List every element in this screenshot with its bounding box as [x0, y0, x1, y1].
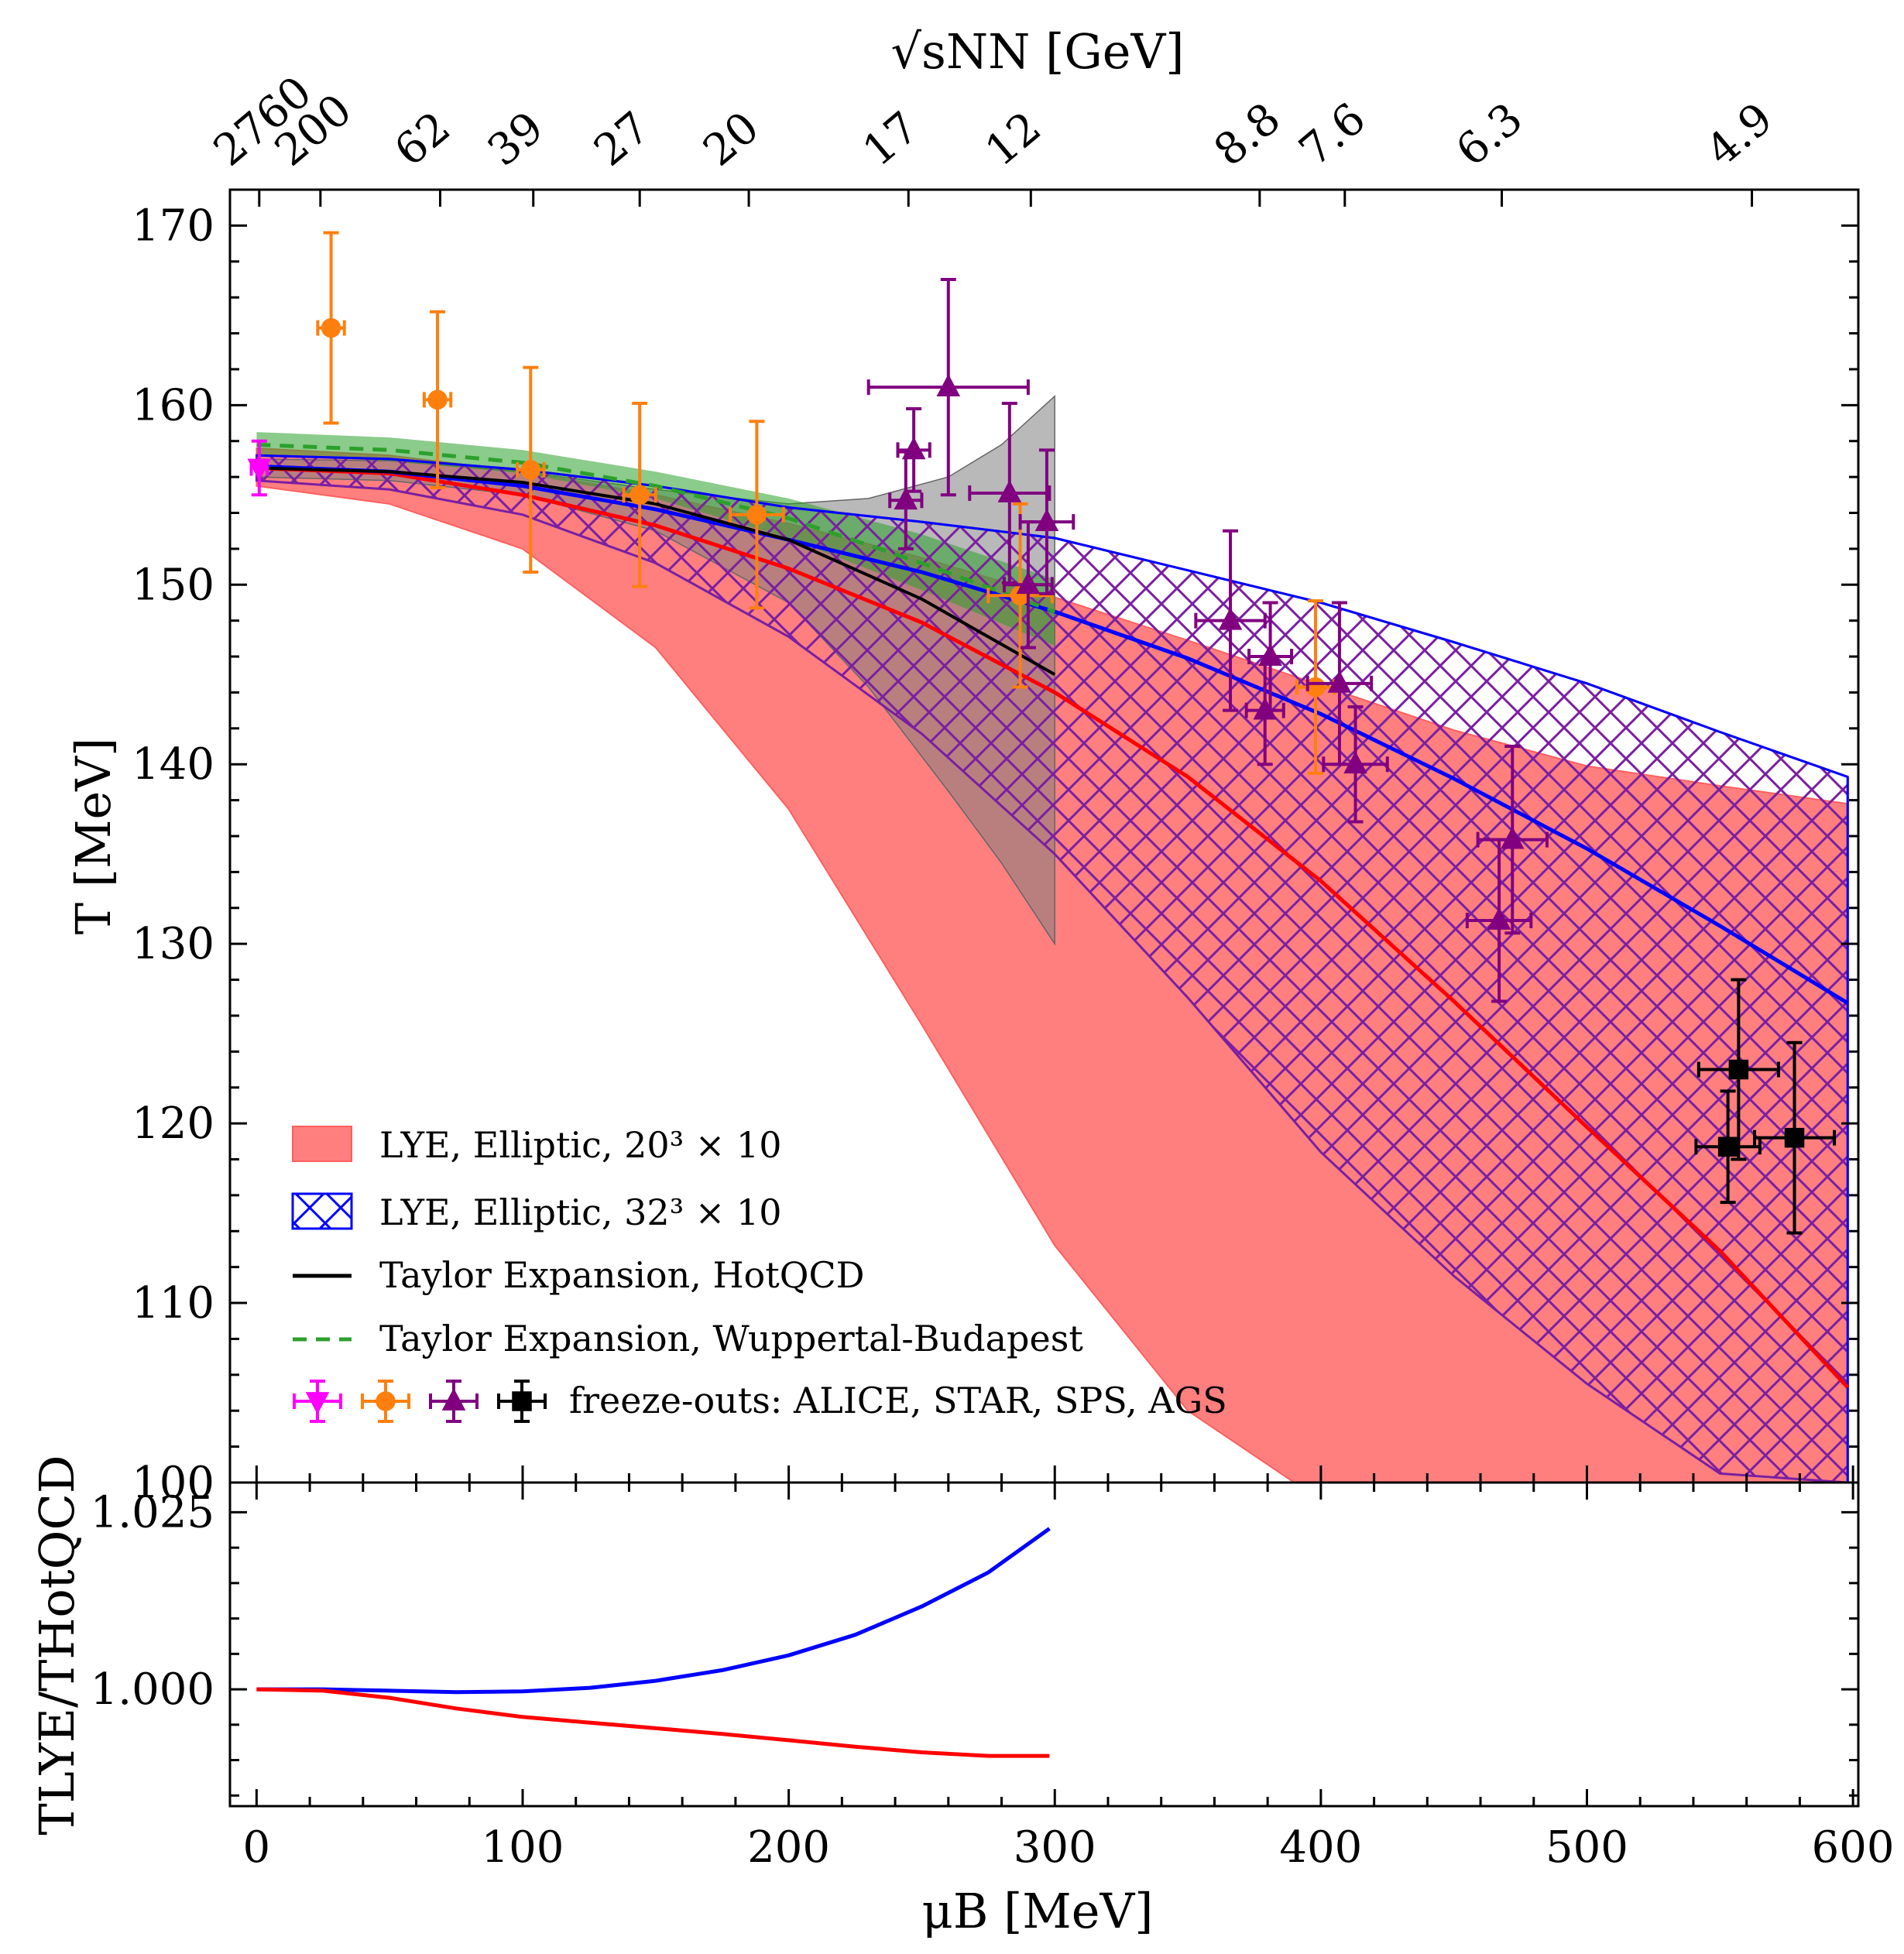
top-tick-label: 39 [479, 102, 553, 177]
freezeout-alice-0 [247, 458, 272, 482]
top-tick-label: 20 [694, 102, 768, 177]
ratio-line-20-cubed [256, 1687, 1050, 1758]
top-tick-label: 27 [585, 102, 659, 177]
line-20-cubed-central [256, 466, 1850, 1389]
freezeout-star-4 [746, 505, 767, 525]
legend-label-freezeouts: freeze-outs: ALICE, STAR, SPS, AGS [569, 1380, 1227, 1421]
freezeout-sps-2 [936, 374, 961, 397]
x-axis-title: μB [MeV] [922, 1883, 1154, 1939]
ratio-frame [228, 1481, 1860, 1808]
ratio-lines [256, 1527, 1051, 1758]
top-tick-label: 12 [976, 102, 1051, 177]
x-tick-label: 500 [1545, 1822, 1628, 1873]
x-tick-label: 600 [1812, 1822, 1895, 1873]
y-tick-label: 100 [132, 1458, 214, 1508]
ratio-y-tick-label: 1.025 [91, 1487, 214, 1537]
freezeout-star-3 [630, 485, 650, 506]
x-tick-label: 100 [482, 1822, 564, 1873]
legend-label-20: LYE, Elliptic, 20³ × 10 [379, 1124, 781, 1166]
y-tick-label: 140 [132, 739, 214, 790]
ratio-y-axis-title: TLYE/THotQCD [29, 1455, 85, 1835]
freezeout-star-0 [321, 317, 341, 338]
freezeout-sps-5 [1016, 571, 1041, 595]
y-axis-title: T [MeV] [65, 738, 122, 934]
freezeout-sps-0 [901, 437, 926, 460]
ratio-axes: 0 100 200 300 400 500 600 1.000 1.025 [91, 1481, 1895, 1873]
main-points [247, 231, 1837, 1235]
legend-label-hotqcd: Taylor Expansion, HotQCD [379, 1254, 865, 1296]
legend-marker-circle [376, 1391, 396, 1411]
y-tick-label: 110 [132, 1278, 214, 1328]
freezeout-star-2 [520, 460, 541, 480]
freezeout-sps-1 [894, 487, 918, 510]
top-tick-label: 4.9 [1697, 94, 1782, 177]
freezeout-sps-12 [1487, 907, 1511, 930]
legend-swatch-32 [291, 1192, 353, 1230]
legend-marker-square [512, 1391, 532, 1411]
freezeout-sps-9 [1327, 670, 1352, 693]
y-tick-label: 170 [132, 201, 214, 251]
x-tick-label: 0 [243, 1822, 271, 1873]
top-tick-label: 17 [853, 102, 928, 177]
ratio-y-tick-label: 1.000 [91, 1664, 214, 1715]
top-tick-label: 7.6 [1290, 94, 1375, 177]
legend-marker-triangle-down [305, 1392, 330, 1414]
legend: LYE, Elliptic, 20³ × 10 LYE, Elliptic, 3… [291, 1124, 1227, 1423]
x-tick-label: 200 [747, 1822, 830, 1873]
y-tick-label: 130 [132, 919, 214, 969]
main-lines [256, 442, 1850, 1389]
freezeout-star-1 [427, 389, 448, 410]
top-axis-title: √sNN [GeV] [891, 23, 1185, 80]
top-tick-label: 62 [386, 102, 460, 177]
freezeout-sps-3 [997, 479, 1022, 502]
legend-label-32: LYE, Elliptic, 32³ × 10 [379, 1191, 781, 1233]
freezeout-ags-2 [1784, 1127, 1805, 1148]
freezeout-sps-4 [1034, 509, 1059, 531]
freezeout-ags-0 [1728, 1059, 1749, 1080]
x-tick-label: 400 [1279, 1822, 1362, 1873]
line-wuppertal-budapest [256, 442, 1056, 614]
x-tick-label: 300 [1014, 1822, 1096, 1873]
legend-marker-triangle-up [441, 1388, 466, 1411]
freezeout-ags-1 [1717, 1136, 1738, 1157]
legend-label-wb: Taylor Expansion, Wuppertal-Budapest [379, 1318, 1083, 1359]
y-tick-label: 150 [132, 560, 214, 610]
line-hotqcd [256, 466, 1056, 677]
legend-swatch-20 [292, 1126, 352, 1162]
main-axes: 100 110 120 130 140 150 160 170 [132, 188, 1860, 1508]
freezeout-sps-6 [1218, 607, 1243, 630]
top-tick-label: 8.8 [1205, 94, 1290, 177]
freezeout-sps-10 [1343, 751, 1367, 774]
y-tick-label: 120 [132, 1099, 214, 1149]
top-tick-label: 6.3 [1447, 94, 1532, 177]
y-tick-label: 160 [132, 380, 214, 430]
legend-markers [293, 1380, 547, 1423]
ratio-line-32-cubed [256, 1527, 1051, 1695]
freezeout-sps-8 [1253, 697, 1278, 720]
freezeout-sps-11 [1500, 826, 1525, 849]
